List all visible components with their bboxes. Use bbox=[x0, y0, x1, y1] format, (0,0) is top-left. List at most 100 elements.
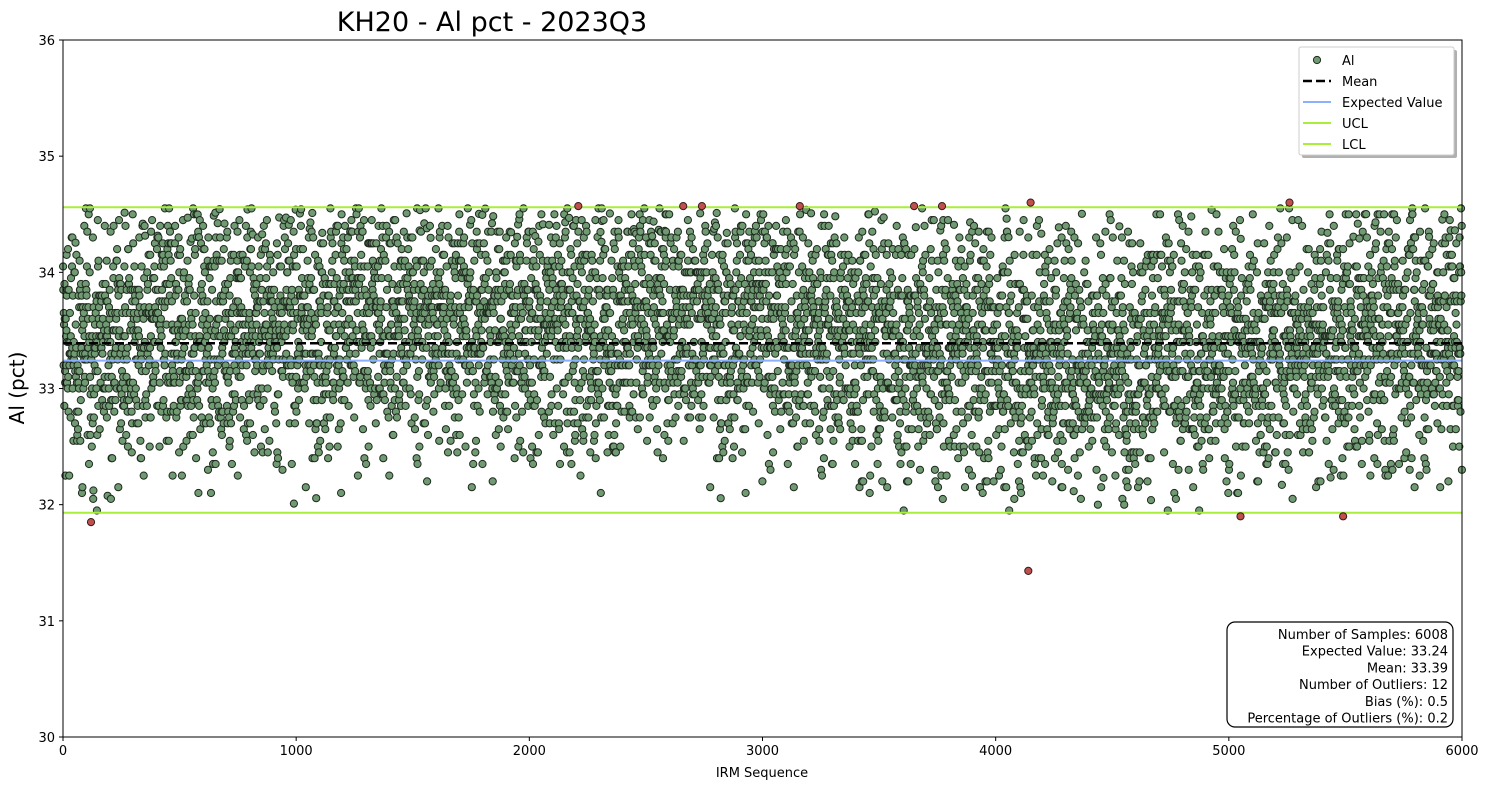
al-data-point bbox=[648, 232, 657, 241]
al-data-point bbox=[70, 268, 79, 277]
al-data-point bbox=[914, 442, 923, 451]
al-data-point bbox=[223, 227, 232, 236]
al-data-point bbox=[590, 430, 599, 440]
al-data-point bbox=[1102, 442, 1111, 451]
al-data-point bbox=[929, 216, 938, 225]
al-data-point bbox=[125, 274, 134, 283]
al-data-point bbox=[1093, 500, 1103, 509]
al-data-point bbox=[1214, 227, 1223, 236]
al-data-point bbox=[263, 384, 272, 393]
al-data-point bbox=[534, 237, 543, 246]
al-data-point bbox=[189, 413, 198, 422]
al-data-point bbox=[510, 401, 520, 410]
al-data-point bbox=[392, 413, 402, 422]
al-data-point bbox=[933, 483, 943, 492]
al-data-point bbox=[706, 483, 715, 492]
al-data-point bbox=[165, 204, 174, 213]
al-data-point bbox=[364, 442, 373, 451]
al-data-point bbox=[691, 256, 700, 265]
al-data-point bbox=[98, 349, 107, 358]
al-data-point bbox=[756, 355, 765, 364]
al-data-point bbox=[414, 367, 423, 376]
al-data-point bbox=[136, 436, 145, 445]
al-data-point bbox=[179, 268, 189, 277]
al-data-point bbox=[321, 378, 331, 387]
al-data-point bbox=[913, 297, 922, 306]
al-data-point bbox=[87, 442, 96, 451]
al-data-point bbox=[518, 308, 527, 318]
al-data-point bbox=[614, 233, 623, 242]
al-data-point bbox=[1048, 477, 1057, 486]
al-data-point bbox=[225, 436, 234, 445]
al-data-point bbox=[608, 274, 617, 283]
al-data-point bbox=[728, 303, 737, 312]
al-data-point bbox=[616, 442, 625, 451]
al-data-point bbox=[258, 230, 267, 239]
al-data-point bbox=[1176, 436, 1185, 445]
al-data-point bbox=[882, 250, 891, 259]
al-data-point bbox=[217, 430, 226, 440]
al-data-point bbox=[357, 274, 366, 283]
al-data-point bbox=[1045, 297, 1054, 306]
al-data-point bbox=[883, 483, 892, 492]
al-data-point bbox=[1151, 303, 1160, 312]
al-data-point bbox=[174, 233, 183, 242]
al-data-point bbox=[1156, 210, 1165, 219]
al-data-point bbox=[388, 279, 397, 289]
al-data-point bbox=[410, 413, 419, 422]
al-data-point bbox=[139, 471, 148, 480]
al-data-point bbox=[787, 297, 796, 306]
al-data-point bbox=[1095, 378, 1104, 387]
al-data-point bbox=[274, 390, 283, 399]
al-data-point bbox=[488, 477, 497, 486]
al-data-point bbox=[115, 326, 124, 335]
al-data-point bbox=[100, 221, 109, 230]
al-data-point bbox=[1146, 454, 1155, 463]
al-data-point bbox=[1166, 285, 1176, 294]
al-data-point bbox=[1093, 291, 1102, 300]
al-data-point bbox=[719, 448, 728, 457]
al-data-point bbox=[726, 378, 735, 387]
al-data-point bbox=[968, 308, 977, 318]
al-data-point bbox=[216, 233, 225, 242]
al-data-point bbox=[1202, 413, 1211, 422]
al-data-point bbox=[127, 407, 136, 416]
al-data-point bbox=[204, 233, 213, 242]
al-data-point bbox=[152, 245, 162, 254]
al-data-point bbox=[109, 221, 118, 230]
al-data-point bbox=[242, 361, 251, 370]
al-data-point bbox=[1177, 256, 1186, 265]
al-data-point bbox=[1064, 245, 1073, 254]
al-data-point bbox=[374, 372, 383, 381]
al-data-point bbox=[1047, 367, 1056, 376]
al-data-point bbox=[270, 285, 279, 294]
al-data-point bbox=[180, 343, 189, 352]
al-data-point bbox=[610, 245, 619, 254]
al-data-point bbox=[145, 355, 154, 364]
al-data-point bbox=[233, 471, 242, 480]
al-data-point bbox=[298, 245, 308, 254]
al-data-point bbox=[1128, 239, 1137, 248]
al-data-point bbox=[440, 250, 449, 259]
al-data-point bbox=[1096, 239, 1105, 248]
plot-area bbox=[59, 39, 1467, 738]
al-data-point bbox=[632, 355, 642, 364]
al-data-point bbox=[571, 430, 580, 440]
al-data-point bbox=[635, 413, 645, 422]
al-data-point bbox=[918, 204, 927, 213]
al-data-point bbox=[798, 233, 808, 242]
al-data-point bbox=[612, 419, 621, 428]
al-data-point bbox=[1027, 291, 1036, 300]
al-data-point bbox=[233, 227, 242, 236]
al-data-point bbox=[729, 442, 739, 451]
al-data-point bbox=[979, 343, 988, 352]
al-data-point bbox=[1168, 262, 1177, 271]
al-data-point bbox=[793, 442, 802, 451]
al-data-point bbox=[555, 425, 564, 434]
al-data-point bbox=[1143, 477, 1152, 486]
al-data-point bbox=[150, 262, 159, 271]
al-data-point bbox=[177, 471, 186, 480]
al-data-point bbox=[871, 326, 880, 335]
al-data-point bbox=[200, 245, 209, 254]
al-data-point bbox=[102, 413, 112, 422]
